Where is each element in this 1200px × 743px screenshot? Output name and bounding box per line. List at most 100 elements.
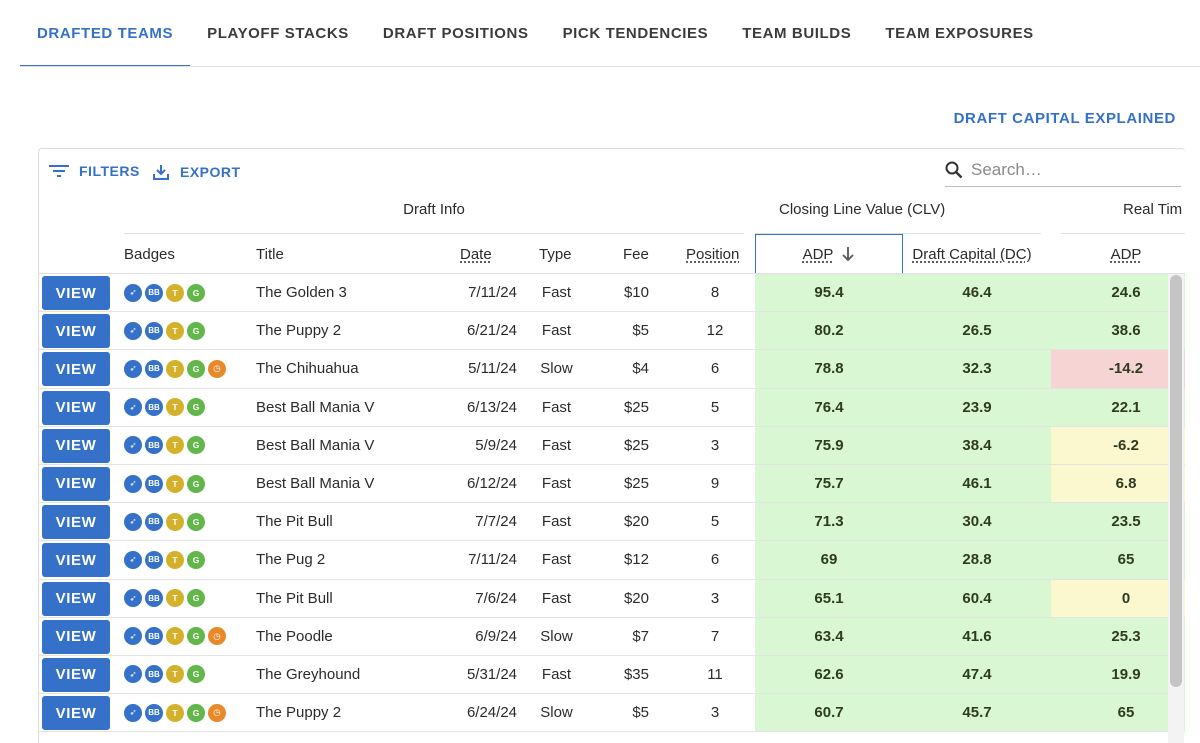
tab-drafted-teams[interactable]: DRAFTED TEAMS <box>20 0 191 67</box>
g-badge: G <box>187 665 205 684</box>
vertical-scrollbar-thumb[interactable] <box>1170 275 1182 687</box>
tab-draft-positions[interactable]: DRAFT POSITIONS <box>382 25 529 42</box>
column-header-date[interactable]: Date <box>460 234 492 274</box>
tab-bar-divider <box>20 66 1200 67</box>
table-row: VIEW ➶ BB T G ◷ The Puppy 2 6/24/24 Slow $5 3 60.7 4… <box>39 694 1185 733</box>
export-button[interactable]: EXPORT <box>152 163 241 181</box>
rt-adp-cell: 19.9 <box>1051 655 1185 694</box>
badge-group: ➶ BB T G <box>124 465 205 502</box>
tab-team-exposures[interactable]: TEAM EXPOSURES <box>885 25 1034 42</box>
badge-group: ➶ BB T G <box>124 541 205 578</box>
g-badge: G <box>187 627 205 646</box>
fee-cell: $7 <box>632 627 649 645</box>
tab-team-builds[interactable]: TEAM BUILDS <box>742 25 852 42</box>
g-badge: G <box>187 474 205 493</box>
date-cell: 5/11/24 <box>468 360 517 378</box>
view-button[interactable]: VIEW <box>42 390 110 425</box>
rt-adp-cell: 38.6 <box>1051 312 1185 350</box>
g-badge: G <box>187 589 205 608</box>
group-divider-draft-info <box>124 233 744 234</box>
badge-group: ➶ BB T G ◷ <box>124 618 226 655</box>
column-header-clv-dc[interactable]: Draft Capital (DC) <box>903 234 1041 274</box>
date-cell: 6/13/24 <box>466 398 517 416</box>
position-cell: 8 <box>710 284 720 302</box>
date-cell: 6/21/24 <box>466 322 517 340</box>
best-ball-badge: BB <box>145 550 163 569</box>
best-ball-badge: BB <box>145 703 163 722</box>
view-button[interactable]: VIEW <box>42 314 110 349</box>
fee-cell: $4 <box>632 360 649 378</box>
g-badge: G <box>187 436 205 455</box>
g-badge: G <box>187 321 205 340</box>
clv-adp-cell: 80.2 <box>755 312 903 350</box>
view-button[interactable]: VIEW <box>42 581 110 616</box>
rt-adp-cell: -14.2 <box>1051 350 1185 388</box>
filters-button[interactable]: FILTERS <box>49 163 140 179</box>
badge-group: ➶ BB T G <box>124 274 205 311</box>
view-button[interactable]: VIEW <box>42 657 110 692</box>
date-cell: 7/7/24 <box>475 513 517 531</box>
fee-cell: $20 <box>623 513 649 531</box>
view-button[interactable]: VIEW <box>42 466 110 501</box>
search-box <box>945 153 1181 187</box>
rocket-icon: ➶ <box>124 359 142 378</box>
clv-adp-cell: 60.7 <box>755 694 903 732</box>
fee-cell: $25 <box>623 436 649 454</box>
fee-cell: $20 <box>623 589 649 607</box>
draft-capital-explained-link[interactable]: DRAFT CAPITAL EXPLAINED <box>953 110 1176 127</box>
t-badge: T <box>166 589 184 608</box>
column-header-type[interactable]: Type <box>539 234 572 274</box>
view-button[interactable]: VIEW <box>42 543 110 578</box>
view-button[interactable]: VIEW <box>42 619 110 654</box>
rocket-icon: ➶ <box>124 398 142 417</box>
column-header-badges[interactable]: Badges <box>124 234 175 274</box>
type-cell: Fast <box>541 398 572 416</box>
title-cell: The Greyhound <box>256 665 361 683</box>
view-button[interactable]: VIEW <box>42 352 110 387</box>
title-cell: Best Ball Mania V <box>256 398 375 416</box>
clv-adp-cell: 69 <box>755 541 903 579</box>
tab-pick-tendencies[interactable]: PICK TENDENCIES <box>562 25 709 42</box>
column-header-rt-adp[interactable]: ADP <box>1051 234 1185 274</box>
table-row: VIEW ➶ BB T G Best Ball Mania V 6/13/24 Fast $25… <box>39 388 1185 427</box>
rocket-icon: ➶ <box>124 283 142 302</box>
t-badge: T <box>166 703 184 722</box>
date-cell: 6/9/24 <box>475 627 517 645</box>
rt-adp-cell: 23.5 <box>1051 503 1185 541</box>
title-cell: The Puppy 2 <box>256 322 342 340</box>
column-header-date-label: Date <box>460 245 492 263</box>
column-header-position[interactable]: Position <box>686 234 739 274</box>
clv-adp-cell: 75.9 <box>755 426 903 464</box>
view-button[interactable]: VIEW <box>42 505 110 540</box>
stopwatch-icon: ◷ <box>208 359 226 378</box>
clv-dc-cell: 46.4 <box>903 274 1051 312</box>
group-header-real-time: Real Tim <box>1123 201 1183 218</box>
fee-cell: $25 <box>623 475 649 493</box>
best-ball-badge: BB <box>145 665 163 684</box>
g-badge: G <box>187 703 205 722</box>
view-button[interactable]: VIEW <box>42 276 110 310</box>
view-button[interactable]: VIEW <box>42 696 110 731</box>
clv-dc-cell: 60.4 <box>903 579 1051 617</box>
column-header-title[interactable]: Title <box>256 234 284 274</box>
column-header-fee[interactable]: Fee <box>623 234 649 274</box>
best-ball-badge: BB <box>145 627 163 646</box>
view-button[interactable]: VIEW <box>42 428 110 463</box>
rocket-icon: ➶ <box>124 436 142 455</box>
clv-dc-cell: 46.1 <box>903 464 1051 503</box>
rocket-icon: ➶ <box>124 512 142 531</box>
column-header-clv-adp[interactable]: ADP <box>755 234 903 274</box>
table-row: VIEW ➶ BB T G Best Ball Mania V 5/9/24 Fast $25 3… <box>39 426 1185 465</box>
search-input[interactable] <box>971 159 1161 180</box>
type-cell: Fast <box>541 284 572 302</box>
best-ball-badge: BB <box>145 474 163 493</box>
filter-icon <box>49 165 69 177</box>
filters-label: FILTERS <box>79 163 140 179</box>
type-cell: Fast <box>541 513 572 531</box>
tab-playoff-stacks[interactable]: PLAYOFF STACKS <box>207 25 349 42</box>
type-cell: Slow <box>540 627 573 645</box>
date-cell: 7/11/24 <box>468 551 517 569</box>
fee-cell: $35 <box>623 665 649 683</box>
rt-adp-cell: 22.1 <box>1051 388 1185 426</box>
rocket-icon: ➶ <box>124 703 142 722</box>
